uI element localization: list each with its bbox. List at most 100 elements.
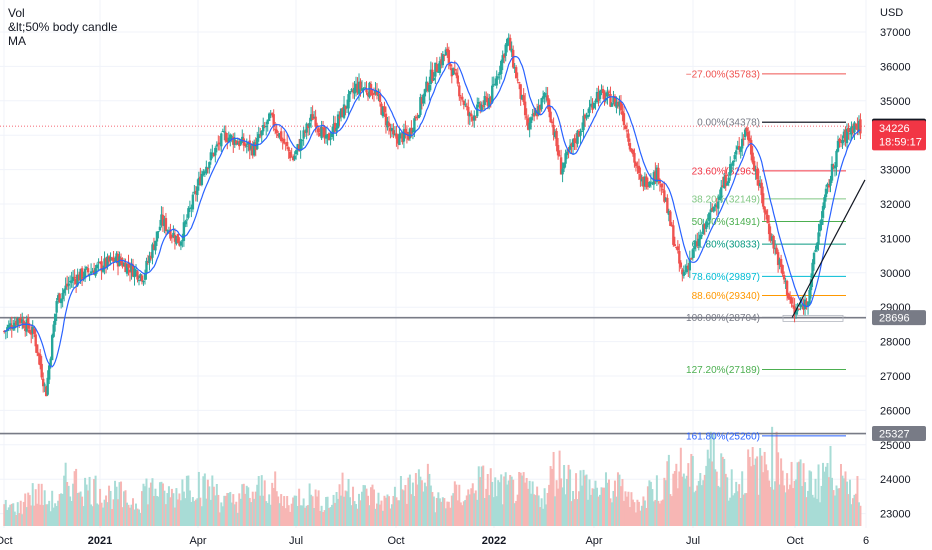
volume-bar [596, 487, 599, 526]
volume-bar [280, 494, 283, 526]
candle-body [838, 139, 841, 142]
candle-body [585, 115, 588, 118]
candle-body [723, 176, 726, 188]
volume-bar [28, 495, 31, 526]
volume-bar [114, 480, 117, 526]
volume-bar [699, 473, 702, 526]
volume-bar [63, 475, 66, 526]
volume-bar [729, 497, 732, 526]
trend-line[interactable] [791, 179, 866, 318]
volume-bar [666, 461, 669, 526]
candle-body [476, 104, 479, 117]
volume-bar [387, 496, 390, 526]
candle-body [357, 81, 361, 94]
volume-bar [316, 496, 319, 526]
candle-body [785, 280, 789, 295]
candle-body [41, 378, 45, 387]
fib-retracement[interactable]: −27.00%(35783)0.00%(34378)23.60%(32963)3… [686, 69, 846, 442]
candle-body [666, 197, 669, 213]
volume-bar [546, 492, 549, 526]
volume-bar [768, 480, 771, 526]
candle-body [505, 39, 509, 47]
legend-volume[interactable]: Vol [8, 6, 25, 20]
volume-bar [660, 500, 663, 526]
candle-body [86, 268, 90, 273]
volume-bar [214, 495, 217, 526]
volume-bar [317, 490, 320, 526]
volume-bar [217, 494, 220, 526]
volume-bar [748, 457, 751, 526]
volume-bar [708, 458, 711, 526]
volume-bar [241, 484, 244, 526]
candle-body [553, 132, 557, 137]
candle-body [276, 134, 280, 136]
volume-bar [649, 481, 652, 526]
volume-bar [597, 496, 600, 526]
candle-body [770, 236, 774, 241]
x-tick-label: 2022 [482, 535, 506, 547]
volume-bar [96, 503, 99, 526]
candle-body [351, 90, 355, 93]
candle-body [61, 292, 64, 300]
candle-body [179, 241, 183, 246]
volume-bar [272, 487, 275, 526]
candle-body [182, 222, 186, 241]
volume-bar [845, 481, 848, 526]
candle-body [103, 258, 106, 268]
volume-bar [337, 498, 340, 526]
volume-bar [664, 480, 667, 526]
horizontal-lines[interactable] [0, 125, 866, 435]
candle-body [669, 211, 672, 226]
volume-bar [537, 495, 540, 526]
price-axis[interactable]: 3700036000350003400033000320003100030000… [880, 27, 911, 521]
volume-bar [622, 500, 625, 526]
candle-body [109, 257, 112, 261]
volume-bar [751, 447, 754, 526]
candle-body [561, 168, 564, 175]
candle-body [519, 84, 522, 99]
candle-body [732, 160, 735, 166]
candle-body [281, 140, 284, 142]
candle-body [416, 116, 419, 118]
volume-bar [169, 497, 172, 526]
volume-bar [540, 498, 543, 526]
volume-bar [826, 463, 829, 526]
candle-body [479, 103, 482, 109]
candle-body [233, 139, 236, 145]
candle-body [794, 311, 798, 315]
volume-bar [820, 485, 823, 526]
volume-bar [744, 493, 747, 526]
legend-body-candle[interactable]: &lt;50% body candle [8, 20, 118, 34]
candle-body [450, 68, 454, 77]
candle-body [413, 118, 416, 132]
volume-bar [857, 502, 860, 526]
volume-bar [329, 507, 332, 526]
candle-body [664, 198, 668, 201]
candle-body [205, 166, 208, 174]
candle-body [675, 246, 678, 248]
candle-body [393, 133, 397, 135]
volume-bar [757, 494, 760, 526]
volume-bar [390, 504, 393, 526]
volume-bar [45, 504, 48, 526]
candle-body [511, 49, 515, 68]
candle-body [18, 318, 21, 320]
candle-body [71, 276, 75, 281]
candle-body [202, 171, 205, 176]
candle-body [823, 197, 826, 208]
volume-bar [470, 488, 473, 526]
legend-ma[interactable]: MA [8, 34, 26, 48]
volume-bar [548, 484, 551, 526]
candle-body [211, 152, 214, 154]
candle-body [648, 182, 651, 187]
candle-body [543, 93, 546, 98]
volume-bar [587, 499, 590, 526]
candle-body [172, 232, 175, 238]
candle-body [715, 206, 718, 208]
candle-body [354, 83, 358, 90]
volume-bar [401, 489, 404, 526]
time-axis[interactable]: Oct 2021 Apr Jul Oct 2022 Apr Jul Oct 6 [0, 535, 869, 547]
candle-body [315, 124, 319, 128]
candle-body [98, 262, 102, 264]
